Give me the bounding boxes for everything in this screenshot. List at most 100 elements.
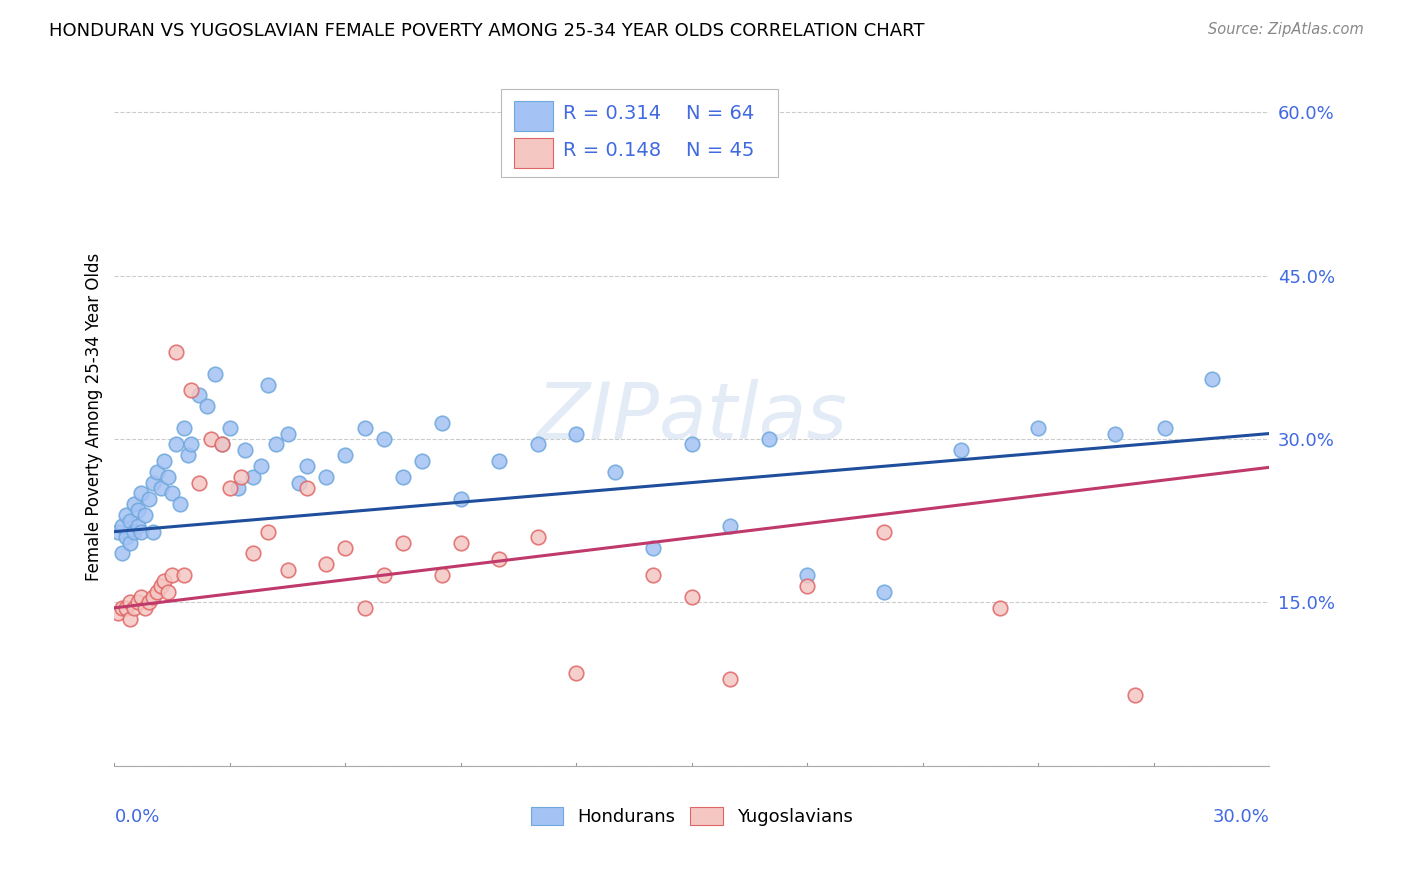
Point	[231, 470, 253, 484]
Point	[195, 399, 218, 413]
Point	[180, 437, 202, 451]
Point	[1201, 372, 1223, 386]
Legend: Hondurans, Yugoslavians: Hondurans, Yugoslavians	[523, 800, 860, 833]
Point	[138, 491, 160, 506]
Point	[873, 524, 896, 539]
Point	[950, 442, 973, 457]
Point	[1123, 688, 1146, 702]
Point	[134, 600, 156, 615]
Point	[160, 486, 183, 500]
Point	[115, 508, 138, 523]
Point	[249, 459, 271, 474]
Point	[257, 377, 280, 392]
Text: N = 64: N = 64	[686, 104, 755, 123]
Text: N = 45: N = 45	[686, 141, 755, 161]
Point	[122, 600, 145, 615]
Point	[142, 524, 165, 539]
Point	[211, 437, 233, 451]
Text: Source: ZipAtlas.com: Source: ZipAtlas.com	[1208, 22, 1364, 37]
Point	[176, 448, 198, 462]
Point	[107, 607, 129, 621]
Point	[288, 475, 311, 490]
Point	[122, 497, 145, 511]
Point	[107, 524, 129, 539]
Point	[758, 432, 780, 446]
Point	[430, 568, 453, 582]
Point	[118, 514, 141, 528]
Point	[1026, 421, 1049, 435]
Point	[873, 584, 896, 599]
Point	[796, 579, 818, 593]
Point	[335, 541, 357, 555]
Point	[373, 568, 395, 582]
Point	[242, 546, 264, 560]
FancyBboxPatch shape	[515, 138, 554, 168]
Y-axis label: Female Poverty Among 25-34 Year Olds: Female Poverty Among 25-34 Year Olds	[86, 253, 103, 582]
Point	[565, 666, 588, 681]
Text: R = 0.314: R = 0.314	[562, 104, 661, 123]
Point	[681, 437, 703, 451]
Point	[138, 595, 160, 609]
Text: HONDURAN VS YUGOSLAVIAN FEMALE POVERTY AMONG 25-34 YEAR OLDS CORRELATION CHART: HONDURAN VS YUGOSLAVIAN FEMALE POVERTY A…	[49, 22, 925, 40]
Point	[165, 344, 187, 359]
Point	[315, 558, 337, 572]
Point	[118, 595, 141, 609]
Text: 30.0%: 30.0%	[1212, 808, 1270, 826]
Point	[411, 454, 433, 468]
Point	[392, 535, 415, 549]
Point	[188, 475, 211, 490]
Point	[111, 600, 134, 615]
Point	[488, 454, 510, 468]
Point	[118, 612, 141, 626]
Point	[565, 426, 588, 441]
Point	[118, 535, 141, 549]
Point	[127, 503, 149, 517]
Point	[264, 437, 287, 451]
Point	[111, 546, 134, 560]
Point	[353, 421, 375, 435]
Point	[796, 568, 818, 582]
Point	[142, 475, 165, 490]
Point	[131, 590, 153, 604]
Point	[149, 481, 172, 495]
FancyBboxPatch shape	[502, 89, 779, 177]
Point	[315, 470, 337, 484]
Point	[226, 481, 249, 495]
Text: 0.0%: 0.0%	[114, 808, 160, 826]
Point	[527, 530, 550, 544]
Point	[127, 595, 149, 609]
Point	[211, 437, 233, 451]
Point	[353, 600, 375, 615]
Point	[131, 486, 153, 500]
Point	[145, 584, 167, 599]
Point	[188, 388, 211, 402]
Point	[134, 508, 156, 523]
Point	[277, 426, 299, 441]
Point	[153, 454, 176, 468]
Point	[145, 465, 167, 479]
Point	[157, 470, 180, 484]
Point	[335, 448, 357, 462]
Point	[233, 442, 256, 457]
Point	[988, 600, 1011, 615]
Point	[373, 432, 395, 446]
Point	[157, 584, 180, 599]
Point	[603, 465, 626, 479]
Point	[718, 519, 741, 533]
Point	[1104, 426, 1126, 441]
Point	[153, 574, 176, 588]
Point	[122, 524, 145, 539]
Point	[160, 568, 183, 582]
Point	[527, 437, 550, 451]
Point	[718, 672, 741, 686]
Point	[242, 470, 264, 484]
Point	[488, 552, 510, 566]
Point	[681, 590, 703, 604]
Point	[173, 568, 195, 582]
Point	[450, 491, 472, 506]
Point	[277, 563, 299, 577]
Point	[127, 519, 149, 533]
Point	[219, 421, 242, 435]
Point	[115, 600, 138, 615]
Point	[180, 383, 202, 397]
